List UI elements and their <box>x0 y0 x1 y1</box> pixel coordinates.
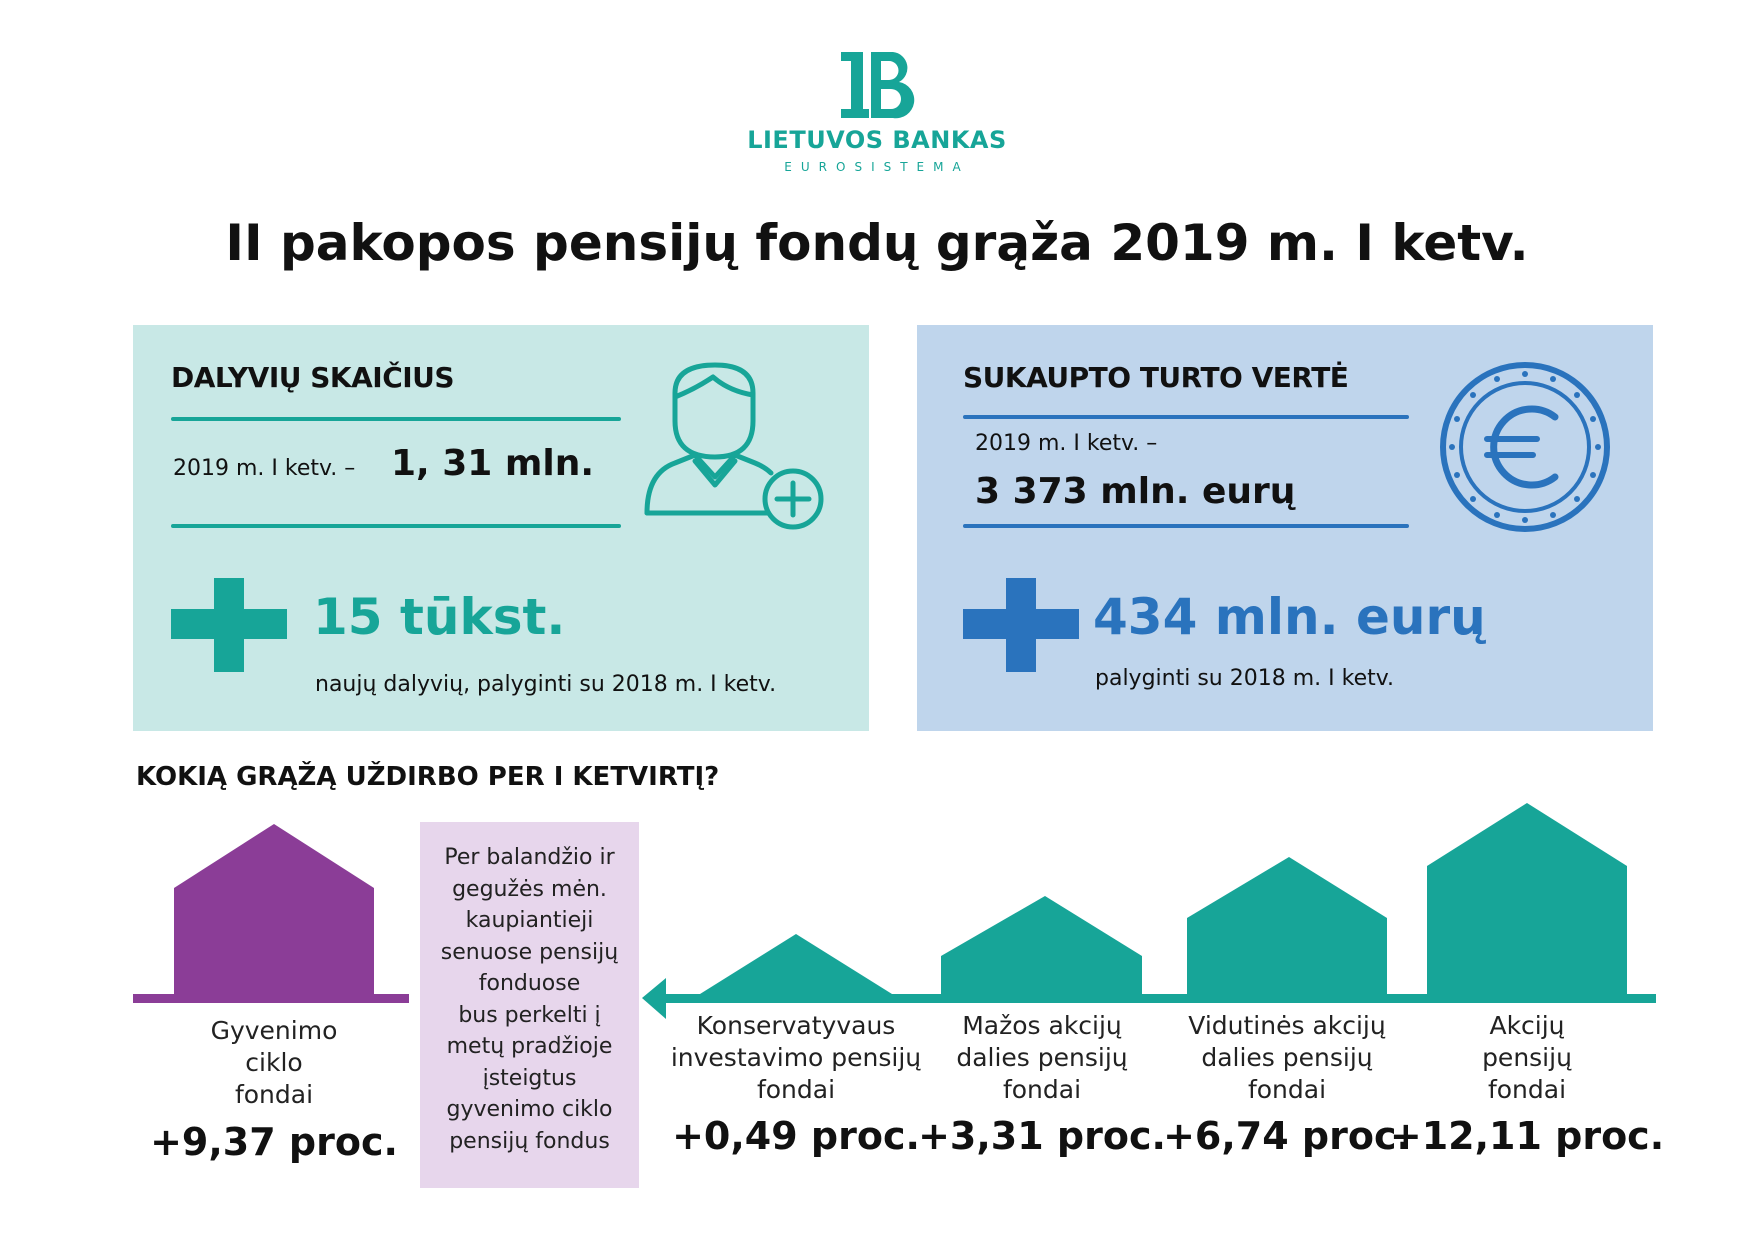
assets-period-label: 2019 m. I ketv. – <box>975 431 1158 456</box>
participants-period-label: 2019 m. I ketv. – <box>173 456 356 481</box>
conservative-value: +0,49 proc. <box>672 1114 920 1158</box>
brand-subtitle: EUROSISTEMA <box>784 160 970 174</box>
assets-increase-value: 434 mln. eurų <box>1093 588 1486 646</box>
assets-panel: SUKAUPTO TURTO VERTĖ 2019 m. I ketv. – 3… <box>917 325 1653 731</box>
assets-bottom-rule <box>963 524 1409 528</box>
returns-heading: KOKIĄ GRĄŽĄ UŽDIRBO PER I KETVIRTĮ? <box>136 762 720 792</box>
small-equity-house-icon <box>941 896 1142 994</box>
conservative-house-icon <box>700 934 892 994</box>
medium-equity-label: Vidutinės akcijų dalies pensijų fondai <box>1188 1011 1386 1104</box>
assets-period-value: 3 373 mln. eurų <box>975 471 1296 512</box>
participants-increase-caption: naujų dalyvių, palyginti su 2018 m. I ke… <box>315 672 777 697</box>
note-text: Per balandžio ir gegužės mėn. kaupiantie… <box>440 845 619 1154</box>
small-equity-label: Mažos akcijų dalies pensijų fondai <box>956 1011 1128 1104</box>
medium-equity-house-icon <box>1187 857 1387 994</box>
assets-increase-caption: palyginti su 2018 m. I ketv. <box>1095 666 1395 691</box>
medium-equity-value: +6,74 proc. <box>1163 1114 1411 1158</box>
participants-plus-icon-vertical <box>214 578 244 672</box>
assets-heading: SUKAUPTO TURTO VERTĖ <box>963 361 1349 394</box>
equity-value: +12,11 proc. <box>1389 1114 1665 1158</box>
page-title: II pakopos pensijų fondų grąža 2019 m. I… <box>225 214 1529 272</box>
brand-name: LIETUVOS BANKAS <box>747 126 1007 154</box>
small-equity-value: +3,31 proc. <box>918 1114 1166 1158</box>
participants-heading: DALYVIŲ SKAIČIUS <box>171 361 455 394</box>
user-add-icon <box>644 362 824 530</box>
lifecycle-value: +9,37 proc. <box>150 1120 398 1164</box>
participants-period-value: 1, 31 mln. <box>391 443 595 484</box>
participants-top-rule <box>171 417 621 421</box>
equity-house-icon <box>1427 803 1627 994</box>
lb-monogram-icon <box>841 52 915 119</box>
assets-top-rule <box>963 415 1409 419</box>
equity-label: Akcijų pensijų fondai <box>1482 1011 1572 1104</box>
conservative-label: Konservatyvaus investavimo pensijų fonda… <box>670 1011 922 1104</box>
assets-plus-icon-vertical <box>1006 578 1036 672</box>
euro-coin-icon <box>1440 362 1610 532</box>
lifecycle-label: Gyvenimo ciklo fondai <box>210 1016 338 1109</box>
participants-increase-value: 15 tūkst. <box>313 588 566 646</box>
funds-baseline-arrow-icon <box>642 978 1656 1019</box>
participants-panel: DALYVIŲ SKAIČIUS 2019 m. I ketv. – 1, 31… <box>133 325 869 731</box>
participants-bottom-rule <box>171 524 621 528</box>
houses-illustration <box>133 803 1656 1019</box>
note-box <box>420 822 639 1188</box>
lifecycle-house-icon <box>133 824 409 1003</box>
